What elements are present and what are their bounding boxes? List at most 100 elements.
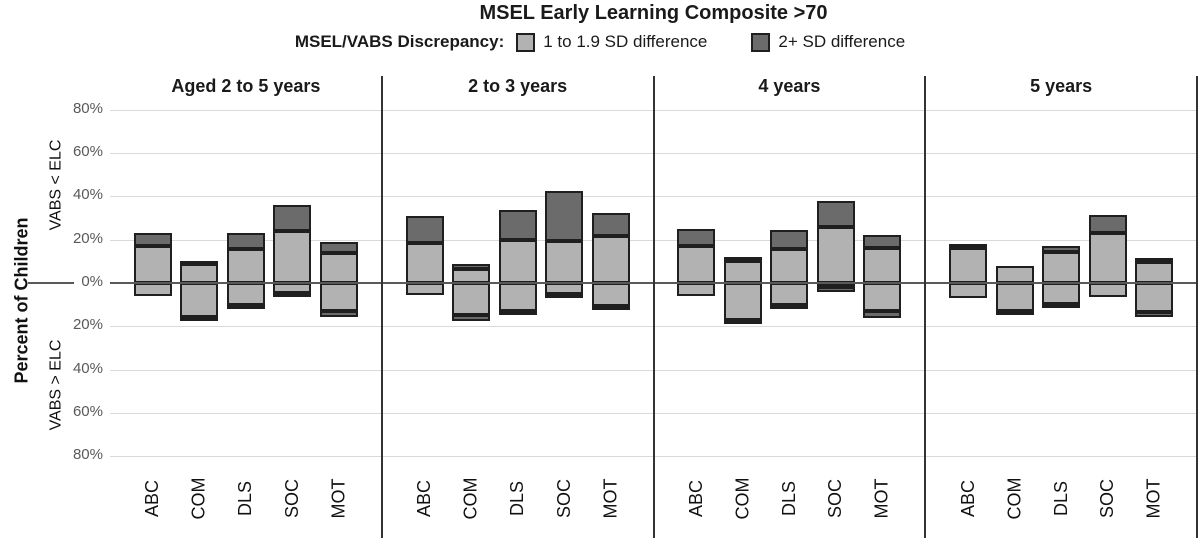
bar-SOC-below-2sd [816,287,855,292]
bar-DLS-above-2sd [770,229,809,250]
x-category-text: DLS [1050,480,1071,516]
bar-MOT-above-2sd [863,235,902,249]
x-category-text: MOT [1143,478,1164,518]
bar-MOT-below-2sd [1135,312,1174,317]
x-category-text: COM [460,477,481,519]
bar-MOT-below-2sd [863,311,902,318]
y-tick-80%: 80% [72,99,103,117]
bar-DLS-above-1sd [498,239,537,283]
y-tick-0%: 0% [81,273,103,290]
bar-SOC-above-2sd [273,205,312,232]
legend-item-1to1-9sd: 1 to 1.9 SD difference [543,32,708,51]
bar-ABC-above-1sd [949,248,988,283]
legend-item-2plus-sd: 2+ SD difference [778,32,906,51]
bar-COM-above-1sd [723,261,762,283]
x-category-text: SOC [553,478,574,518]
bar-DLS-above-1sd [1042,251,1081,283]
bar-SOC-below-2sd [545,293,584,299]
bar-DLS-below-2sd [770,304,809,309]
bar-DLS-above-2sd [226,233,265,250]
bar-COM-below-2sd [723,319,762,325]
bar-COM-below-1sd [995,283,1034,312]
bar-MOT-below-2sd [319,311,358,317]
legend: MSEL/VABS Discrepancy: 1 to 1.9 SD diffe… [0,32,1200,52]
bar-DLS-above-2sd [1042,246,1081,252]
panel-separator-1 [380,76,383,538]
bar-COM-above-1sd [452,268,491,283]
x-category-text: SOC [825,478,846,518]
x-category-text: COM [732,477,753,519]
bar-SOC-below-1sd [1088,283,1127,298]
x-category-text: MOT [871,478,892,518]
bar-MOT-above-1sd [319,252,358,283]
x-category-text: ABC [142,479,163,517]
bar-SOC-above-2sd [816,200,855,227]
panel-separator-2 [652,76,655,538]
bar-SOC-above-1sd [816,226,855,283]
y-axis-lower-label: VABS > ELC [47,339,65,431]
bar-COM-below-1sd [180,283,219,317]
panel-separator-3 [924,76,927,538]
bar-SOC-above-2sd [545,190,584,241]
legend-swatch-1to1-9sd [516,32,536,52]
x-category-label-MOT: MOT [579,464,643,532]
bar-ABC-above-2sd [677,228,716,247]
plot-right-border [1196,76,1198,538]
legend-swatch-2plus-sd [751,32,771,52]
y-tick-minus-40%: 40% [72,359,103,377]
y-tick-minus-80%: 80% [72,446,103,464]
panel-header-2: 4 years [758,76,821,96]
bar-SOC-above-1sd [273,231,312,283]
bar-SOC-above-2sd [1088,214,1127,234]
y-tick-minus-20%: 20% [72,316,103,334]
legend-title: MSEL/VABS Discrepancy: [294,32,505,51]
bar-ABC-below-1sd [133,283,172,296]
bar-COM-below-2sd [995,311,1034,316]
bar-ABC-below-1sd [405,283,444,295]
y-tick-60%: 60% [72,143,103,161]
bar-MOT-above-1sd [591,236,630,283]
y-tick-40%: 40% [72,186,103,204]
x-category-label-MOT: MOT [1122,464,1186,532]
bar-COM-above-2sd [723,257,762,262]
bar-COM-below-2sd [180,316,219,321]
bar-ABC-above-1sd [677,246,716,283]
bar-MOT-above-1sd [863,248,902,283]
bar-ABC-below-1sd [677,283,716,296]
bar-DLS-above-2sd [498,210,537,240]
x-category-text: ABC [414,479,435,517]
y-tick-20%: 20% [72,229,103,247]
x-category-label-MOT: MOT [307,464,371,532]
bar-DLS-below-1sd [1042,283,1081,304]
bar-DLS-above-1sd [226,249,265,283]
bar-ABC-above-1sd [133,246,172,283]
bar-MOT-above-1sd [1135,262,1174,283]
x-category-text: MOT [328,478,349,518]
bar-SOC-above-1sd [1088,233,1127,283]
bar-MOT-below-1sd [319,283,358,312]
panel-header-0: Aged 2 to 5 years [171,76,321,96]
x-category-text: COM [1004,477,1025,519]
bar-DLS-above-1sd [770,249,809,283]
bar-COM-above-1sd [995,265,1034,283]
x-category-label-MOT: MOT [850,464,914,532]
bar-COM-above-2sd [452,263,491,269]
bar-COM-above-1sd [180,263,219,283]
x-category-text: DLS [778,480,799,516]
x-category-text: ABC [685,479,706,517]
panel-header-1: 2 to 3 years [468,76,568,96]
bar-MOT-below-1sd [863,283,902,312]
bar-MOT-below-1sd [1135,283,1174,313]
bar-DLS-below-1sd [498,283,537,312]
bar-DLS-below-2sd [498,311,537,316]
bar-ABC-below-1sd [949,283,988,299]
x-category-text: DLS [507,480,528,516]
bar-MOT-above-2sd [1135,258,1174,263]
bar-ABC-above-2sd [949,244,988,249]
bar-COM-below-2sd [452,315,491,321]
chart-title: MSEL Early Learning Composite >70 [479,2,828,24]
x-category-text: MOT [600,478,621,518]
bar-DLS-below-1sd [770,283,809,305]
x-category-text: SOC [1097,478,1118,518]
